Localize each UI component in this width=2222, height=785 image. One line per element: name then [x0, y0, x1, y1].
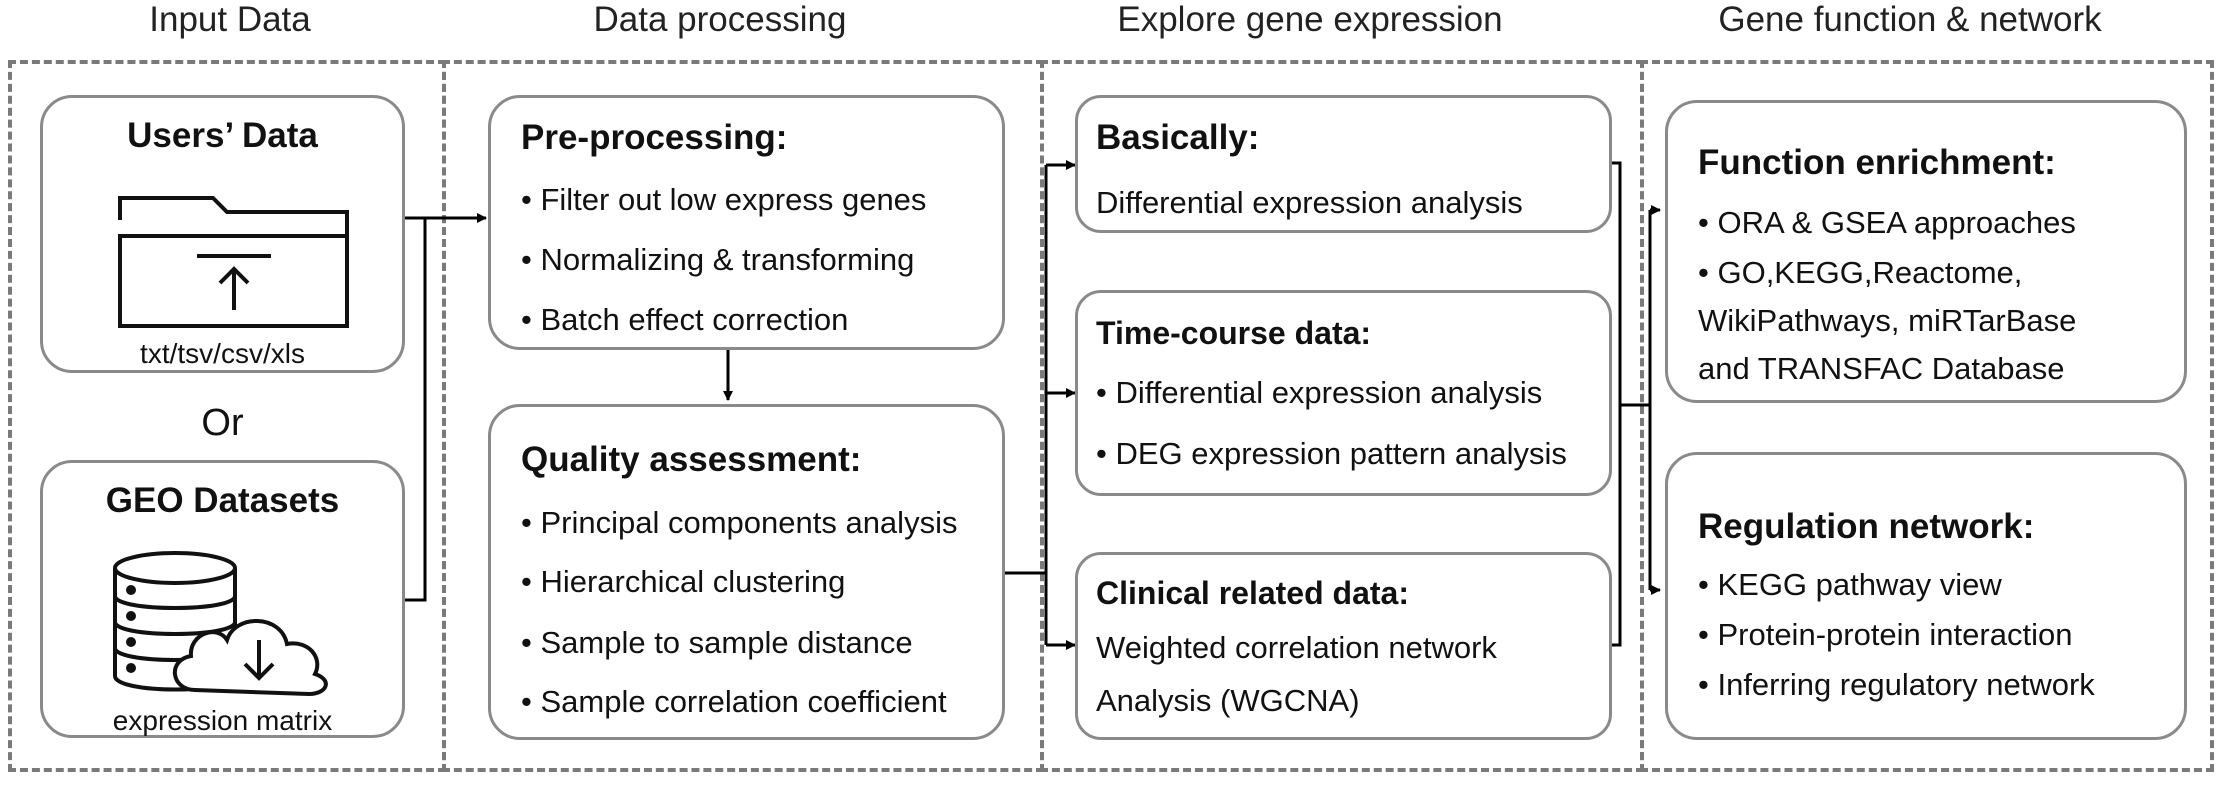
regulation-network-item: • Inferring regulatory network: [1698, 667, 2095, 702]
regulation-network-title: Regulation network:: [1698, 507, 2035, 546]
time-course-item: • DEG expression pattern analysis: [1096, 436, 1567, 471]
column-title-explore: Explore gene expression: [1117, 0, 1503, 39]
users-data-card: Users’ Data txt/tsv/csv/xls: [40, 95, 405, 373]
preprocessing-item: • Normalizing & transforming: [521, 242, 915, 277]
time-course-item: • Differential expression analysis: [1096, 375, 1543, 410]
column-title-input: Input Data: [149, 0, 311, 39]
function-enrichment-card: Function enrichment: • ORA & GSEA approa…: [1665, 100, 2187, 403]
folder-upload-icon: [118, 196, 349, 328]
preprocessing-item: • Batch effect correction: [521, 302, 849, 337]
regulation-network-card: Regulation network: • KEGG pathway view …: [1665, 452, 2187, 740]
preprocessing-title: Pre-processing:: [521, 118, 788, 157]
geo-datasets-caption: expression matrix: [112, 705, 333, 736]
function-enrichment-line: • GO,KEGG,Reactome,: [1698, 255, 2023, 290]
basically-text: Differential expression analysis: [1096, 185, 1523, 220]
basically-card: Basically: Differential expression analy…: [1075, 95, 1612, 233]
clinical-data-line: Weighted correlation network: [1096, 630, 1497, 665]
quality-assessment-title: Quality assessment:: [521, 440, 862, 479]
quality-item: • Sample correlation coefficient: [521, 684, 947, 719]
basically-title: Basically:: [1096, 118, 1260, 157]
column-title-processing: Data processing: [593, 0, 847, 39]
geo-datasets-card: GEO Datasets expression matrix: [40, 460, 405, 738]
geo-datasets-title: GEO Datasets: [105, 481, 340, 520]
quality-item: • Principal components analysis: [521, 505, 958, 540]
users-data-title: Users’ Data: [127, 116, 318, 155]
function-enrichment-line: WikiPathways, miRTarBase: [1698, 303, 2077, 338]
stage-function: [1640, 60, 2214, 772]
time-course-card: Time-course data: • Differential express…: [1075, 290, 1612, 496]
or-label: Or: [201, 402, 244, 444]
preprocessing-item: • Filter out low express genes: [521, 182, 927, 217]
clinical-data-line: Analysis (WGCNA): [1096, 683, 1360, 718]
quality-item: • Sample to sample distance: [521, 625, 913, 660]
function-enrichment-line: • ORA & GSEA approaches: [1698, 205, 2076, 240]
regulation-network-item: • KEGG pathway view: [1698, 567, 2002, 602]
time-course-title: Time-course data:: [1096, 315, 1372, 351]
database-download-icon: [113, 551, 328, 697]
function-enrichment-line: and TRANSFAC Database: [1698, 351, 2065, 386]
regulation-network-item: • Protein-protein interaction: [1698, 617, 2073, 652]
quality-assessment-card: Quality assessment: • Principal componen…: [488, 404, 1005, 740]
preprocessing-card: Pre-processing: • Filter out low express…: [488, 95, 1005, 350]
quality-item: • Hierarchical clustering: [521, 564, 846, 599]
clinical-data-card: Clinical related data: Weighted correlat…: [1075, 552, 1612, 740]
column-title-function: Gene function & network: [1718, 0, 2102, 39]
clinical-data-title: Clinical related data:: [1096, 575, 1409, 611]
function-enrichment-title: Function enrichment:: [1698, 143, 2056, 182]
users-data-formats: txt/tsv/csv/xls: [140, 338, 305, 369]
